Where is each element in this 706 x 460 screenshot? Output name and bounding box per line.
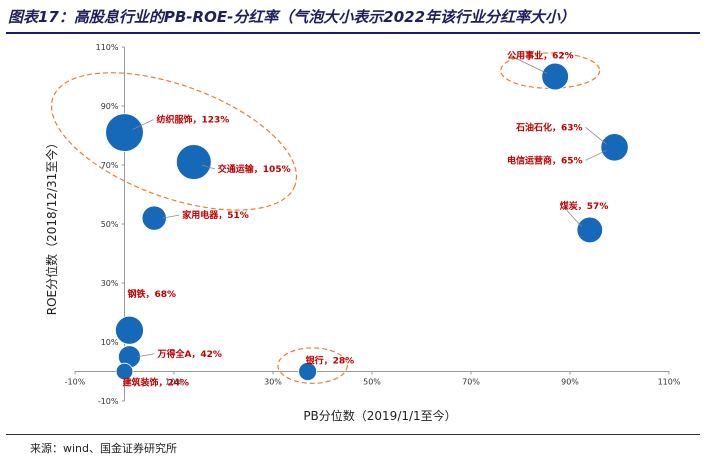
x-tick-label: 10%	[165, 378, 183, 387]
data-label: 石油石化，63%	[515, 121, 583, 133]
data-bubble	[541, 62, 569, 91]
bubble-layer	[105, 62, 629, 381]
y-axis-label: ROE分位数（2018/12/31至今）	[44, 137, 59, 316]
leader-line	[585, 126, 607, 145]
highlight-ellipse	[50, 72, 298, 211]
data-label: 银行，28%	[306, 355, 355, 367]
y-tick-label: 30%	[101, 279, 119, 288]
y-tick-label: 50%	[101, 220, 119, 229]
highlight-layer	[50, 52, 601, 384]
leader-line	[132, 119, 154, 130]
data-bubble	[115, 315, 144, 345]
x-axis-label: PB分位数（2019/1/1至今）	[303, 408, 456, 423]
leader-line	[562, 205, 583, 228]
x-tick-label: 70%	[462, 378, 480, 387]
data-label: 建筑装饰，24%	[123, 377, 190, 389]
bubble-chart: -10% 10% 30% 50% 70% 90% 110% -10% 10% 30% 50% 70% 9…	[44, 43, 681, 423]
leader-line	[509, 55, 548, 74]
x-tick-label: 110%	[658, 378, 681, 387]
data-label: 纺织服饰，123%	[157, 114, 230, 126]
highlight-ellipse	[277, 347, 348, 384]
y-tick-label: 70%	[101, 161, 119, 170]
data-label: 煤炭，57%	[560, 200, 609, 212]
data-bubble	[141, 205, 167, 231]
x-tick-label: 30%	[264, 378, 282, 387]
data-label: 家用电器，51%	[182, 209, 249, 221]
chart-title: 图表17：高股息行业的PB-ROE-分红率（气泡大小表示2022年该行业分红率大…	[8, 8, 576, 26]
data-bubble	[298, 362, 318, 381]
label-layer: 纺织服饰，123% 交通运输，105% 家用电器，51% 钢铁，68% 万得全A，42%…	[123, 50, 609, 389]
data-label: 交通运输，105%	[218, 163, 291, 175]
y-tick-label: 90%	[101, 102, 119, 111]
y-tick-label: 10%	[101, 338, 119, 347]
data-bubble	[175, 144, 212, 180]
x-tick-label: 90%	[561, 378, 579, 387]
data-bubble	[600, 133, 629, 162]
y-tick-label: -10%	[98, 397, 119, 406]
y-tick-label: 110%	[96, 43, 119, 52]
data-label: 电信运营商，65%	[507, 154, 583, 166]
x-tick-label: -10%	[65, 378, 86, 387]
data-label: 公用事业，62%	[507, 50, 574, 62]
title-rule	[6, 32, 700, 34]
data-label: 钢铁，68%	[127, 288, 176, 300]
data-label: 万得全A，42%	[156, 348, 222, 360]
leader-line	[585, 149, 607, 161]
highlight-ellipse	[500, 52, 601, 89]
leader-line	[137, 353, 155, 358]
data-bubble	[576, 216, 604, 244]
data-bubble	[115, 362, 134, 381]
x-tick-label: 50%	[363, 378, 381, 387]
axes-layer: -10% 10% 30% 50% 70% 90% 110% -10% 10% 30% 50% 70% 9…	[65, 43, 681, 406]
data-bubble	[105, 113, 144, 152]
leader-line	[201, 164, 215, 170]
footer-rule	[6, 434, 700, 435]
source-note: 来源：wind、国金证券研究所	[30, 442, 178, 455]
leader-line	[162, 214, 180, 219]
